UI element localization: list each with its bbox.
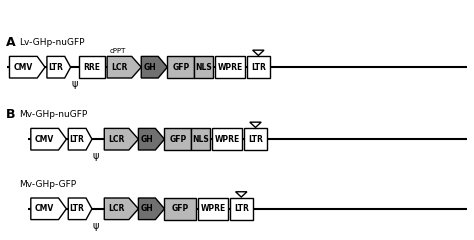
Text: cPPT: cPPT <box>109 48 126 54</box>
Text: LTR: LTR <box>70 204 84 213</box>
Text: ψ: ψ <box>71 79 78 89</box>
Bar <box>164 198 196 220</box>
Polygon shape <box>104 198 138 220</box>
Text: LTR: LTR <box>234 204 249 213</box>
Polygon shape <box>31 198 66 220</box>
Text: Mv-GHp-GFP: Mv-GHp-GFP <box>19 180 76 189</box>
Text: Lv-GHp-nuGFP: Lv-GHp-nuGFP <box>19 38 84 48</box>
Polygon shape <box>68 128 92 150</box>
Text: LTR: LTR <box>48 63 63 72</box>
Text: LCR: LCR <box>111 63 128 72</box>
Polygon shape <box>141 56 167 78</box>
Polygon shape <box>31 128 66 150</box>
Bar <box>79 56 105 78</box>
Polygon shape <box>253 50 264 55</box>
Text: NLS: NLS <box>195 63 212 72</box>
Text: GH: GH <box>140 204 153 213</box>
Text: Mv-GHp-nuGFP: Mv-GHp-nuGFP <box>19 110 87 120</box>
Text: WPRE: WPRE <box>218 63 243 72</box>
Text: WPRE: WPRE <box>201 204 226 213</box>
Polygon shape <box>107 56 141 78</box>
Polygon shape <box>138 128 164 150</box>
Bar <box>230 198 253 220</box>
Text: GH: GH <box>143 63 156 72</box>
Text: ψ: ψ <box>92 151 99 161</box>
Bar <box>198 198 228 220</box>
Text: LTR: LTR <box>248 135 263 144</box>
Polygon shape <box>68 198 92 220</box>
Text: LTR: LTR <box>251 63 266 72</box>
Polygon shape <box>9 56 45 78</box>
Polygon shape <box>47 56 71 78</box>
Text: GFP: GFP <box>172 63 190 72</box>
Text: NLS: NLS <box>192 135 210 144</box>
Text: CMV: CMV <box>35 135 55 144</box>
Text: LCR: LCR <box>109 204 125 213</box>
Text: B: B <box>6 108 15 121</box>
Bar <box>215 56 245 78</box>
Text: GFP: GFP <box>169 135 187 144</box>
Text: A: A <box>6 36 15 49</box>
Text: LTR: LTR <box>70 135 84 144</box>
Bar <box>167 56 194 78</box>
Bar <box>247 56 270 78</box>
Text: WPRE: WPRE <box>215 135 240 144</box>
Polygon shape <box>138 198 164 220</box>
Text: CMV: CMV <box>14 63 33 72</box>
Text: GFP: GFP <box>172 204 189 213</box>
Bar <box>194 56 213 78</box>
Polygon shape <box>104 128 138 150</box>
Bar <box>212 128 242 150</box>
Text: CMV: CMV <box>35 204 55 213</box>
Polygon shape <box>250 122 261 127</box>
Text: ψ: ψ <box>92 221 99 231</box>
Bar <box>191 128 210 150</box>
Bar <box>164 128 191 150</box>
Text: RRE: RRE <box>84 63 100 72</box>
Text: GH: GH <box>140 135 153 144</box>
Text: LCR: LCR <box>109 135 125 144</box>
Bar <box>244 128 267 150</box>
Polygon shape <box>236 192 247 197</box>
